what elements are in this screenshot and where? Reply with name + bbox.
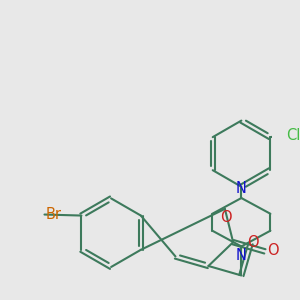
- Text: Br: Br: [46, 207, 62, 222]
- Text: O: O: [220, 210, 232, 225]
- Text: N: N: [236, 181, 247, 196]
- Text: O: O: [267, 243, 279, 258]
- Text: O: O: [247, 236, 259, 250]
- Text: Cl: Cl: [286, 128, 300, 143]
- Text: N: N: [236, 248, 247, 263]
